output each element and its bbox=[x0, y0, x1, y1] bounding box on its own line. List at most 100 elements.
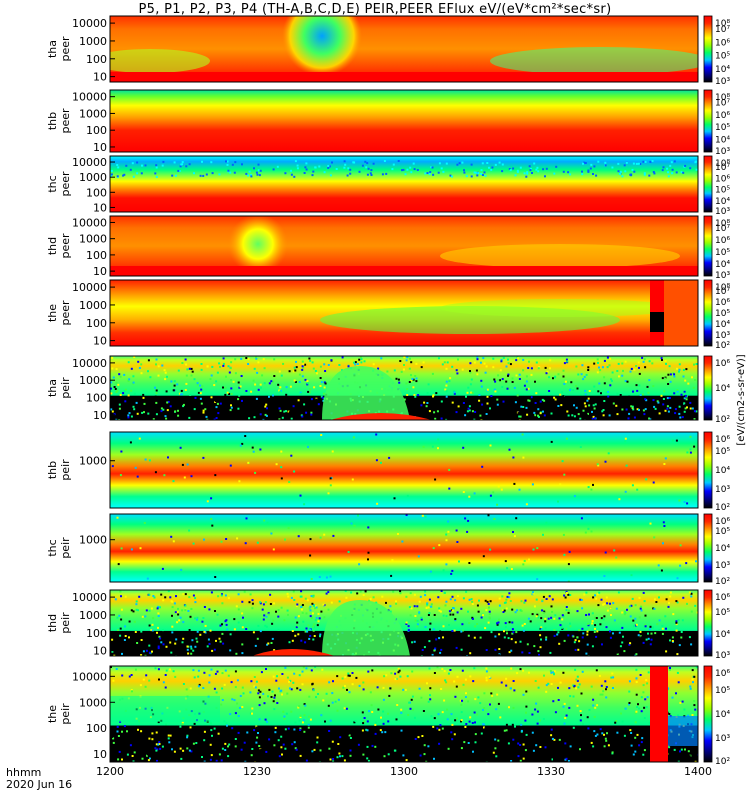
colorbar-tick-label: 10⁴ bbox=[715, 260, 730, 270]
colorbar-tick-label: 10⁶ bbox=[715, 236, 730, 246]
colorbar-tick-label: 10⁴ bbox=[715, 544, 730, 554]
panel-label-product: peir bbox=[59, 612, 72, 634]
colorbar-tick-label: 10² bbox=[715, 577, 730, 587]
panel-frame bbox=[109, 155, 699, 213]
colorbar-tick-label: 10⁵ bbox=[715, 248, 730, 258]
panel-label-product: peer bbox=[59, 171, 72, 197]
y-tick-label: 10 bbox=[93, 141, 107, 154]
y-tick-label: 10000 bbox=[72, 17, 107, 30]
panel-frame bbox=[109, 215, 699, 277]
y-tick-label: 1000 bbox=[79, 609, 107, 622]
panel-label-probe: thb bbox=[46, 112, 59, 130]
y-tick-label: 10 bbox=[93, 71, 107, 84]
panel-image bbox=[110, 156, 698, 212]
colorbar-tick-label: 10³ bbox=[715, 734, 730, 744]
x-tick-label: 1330 bbox=[537, 765, 565, 778]
colorbar-tick-label: 10⁷ bbox=[715, 287, 730, 297]
y-tick-label: 1000 bbox=[79, 171, 107, 184]
panel-image bbox=[110, 90, 698, 152]
y-tick-label: 1000 bbox=[79, 696, 107, 709]
y-tick-label: 100 bbox=[86, 249, 107, 262]
colorbar-tick-label: 10⁶ bbox=[715, 669, 730, 679]
colorbar-tick-label: 10⁴ bbox=[715, 710, 730, 720]
panel-label-probe: thc bbox=[46, 539, 59, 556]
panel-label-product: peer bbox=[59, 108, 72, 134]
panel-label-product: peir bbox=[59, 703, 72, 725]
y-tick-label: 1000 bbox=[79, 107, 107, 120]
colorbar-tick-label: 10³ bbox=[715, 651, 730, 661]
colorbar-tick-label: 10⁵ bbox=[715, 686, 730, 696]
panel-label-probe: the bbox=[46, 304, 59, 322]
panel-image bbox=[110, 280, 698, 346]
date-stamp: 2020 Jun 16 bbox=[6, 778, 72, 791]
colorbar-tick-label: 10⁵ bbox=[715, 52, 730, 62]
y-tick-label: 10000 bbox=[72, 216, 107, 229]
colorbar-tick-label: 10³ bbox=[715, 485, 730, 495]
colorbar-tick-label: 10⁴ bbox=[715, 384, 730, 394]
colorbar-tick-label: 10³ bbox=[715, 77, 730, 87]
colorbar-unit-label: [eV/(cm2-s-sr-eV)] bbox=[736, 354, 747, 445]
y-tick-label: 1000 bbox=[79, 455, 107, 468]
colorbar-tick-label: 10⁴ bbox=[715, 197, 730, 207]
y-tick-label: 10000 bbox=[72, 91, 107, 104]
colorbar-tick-label: 10⁵ bbox=[715, 527, 730, 537]
panel-label-product: peir bbox=[59, 377, 72, 399]
x-tick-label: 1200 bbox=[96, 765, 124, 778]
colorbar bbox=[703, 513, 713, 583]
colorbar-tick-label: 10⁵ bbox=[715, 123, 730, 133]
colorbar-tick-label: 10⁷ bbox=[715, 25, 730, 35]
y-tick-label: 10000 bbox=[72, 357, 107, 370]
colorbar-tick-label: 10⁶ bbox=[715, 517, 730, 527]
y-tick-label: 100 bbox=[86, 627, 107, 640]
colorbar-tick-label: 10² bbox=[715, 415, 730, 425]
colorbar bbox=[703, 431, 713, 509]
colorbar bbox=[703, 155, 713, 213]
panel-frame bbox=[109, 355, 699, 421]
colorbar-tick-label: 10⁶ bbox=[715, 593, 730, 603]
panel-the-peir: 10 100 1000 10000 the peir 10⁶ 10⁵ 10⁴ 10³ 10² bbox=[46, 665, 730, 767]
y-tick-label: 100 bbox=[86, 722, 107, 735]
y-tick-label: 1000 bbox=[79, 233, 107, 246]
colorbar-tick-label: 10² bbox=[715, 757, 730, 767]
y-tick-label: 10 bbox=[93, 335, 107, 348]
panel-thb-peir: 1000 thb peir 10⁶ 10⁵ 10⁴ 10³ 10² bbox=[46, 431, 730, 513]
panel-label-probe: thd bbox=[46, 614, 59, 632]
colorbar-tick-label: 10⁵ bbox=[715, 608, 730, 618]
colorbar-tick-label: 10⁵ bbox=[715, 186, 730, 196]
colorbar-tick-label: 10² bbox=[715, 341, 730, 351]
panel-image bbox=[110, 514, 698, 582]
colorbar-tick-label: 10³ bbox=[715, 207, 730, 217]
colorbar-tick-label: 10⁸ bbox=[715, 283, 730, 293]
colorbar-tick-label: 10⁸ bbox=[715, 19, 730, 29]
colorbar-tick-label: 10⁶ bbox=[715, 111, 730, 121]
y-tick-label: 10 bbox=[93, 645, 107, 658]
panel-frame bbox=[109, 513, 699, 583]
y-tick-label: 10 bbox=[93, 409, 107, 422]
colorbar bbox=[703, 215, 713, 277]
colorbar-tick-label: 10⁷ bbox=[715, 98, 730, 108]
colorbar bbox=[703, 89, 713, 153]
colorbar-tick-label: 10⁷ bbox=[715, 163, 730, 173]
panel-label-probe: thd bbox=[46, 237, 59, 255]
panel-thd-peir: 10 100 1000 10000 thd peir 10⁶ 10⁵ 10⁴ 10³ bbox=[46, 589, 730, 661]
y-tick-label: 100 bbox=[86, 186, 107, 199]
chart-title: P5, P1, P2, P3, P4 (TH-A,B,C,D,E) PEIR,P… bbox=[138, 2, 612, 17]
panel-label-probe: tha bbox=[46, 379, 59, 397]
panel-the-peer: 10 100 1000 10000 the peer 10⁸10⁷10⁶10⁵10⁴10³1… bbox=[46, 279, 730, 351]
colorbar bbox=[703, 279, 713, 347]
panel-frame bbox=[109, 589, 699, 657]
x-axis-label: hhmm bbox=[6, 766, 41, 779]
y-tick-label: 1000 bbox=[79, 299, 107, 312]
colorbar bbox=[703, 665, 713, 763]
panel-label-product: peir bbox=[59, 537, 72, 559]
panel-image bbox=[110, 216, 698, 276]
panel-frame bbox=[109, 279, 699, 347]
colorbar-tick-label: 10⁷ bbox=[715, 224, 730, 234]
colorbar-tick-label: 10⁸ bbox=[715, 219, 730, 229]
colorbar-tick-label: 10⁵ bbox=[715, 447, 730, 457]
